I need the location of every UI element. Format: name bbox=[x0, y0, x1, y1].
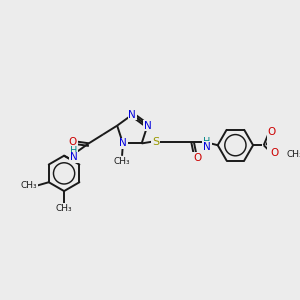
Text: H: H bbox=[203, 137, 211, 147]
Text: S: S bbox=[152, 137, 159, 147]
Text: N: N bbox=[119, 138, 127, 148]
Text: CH₃: CH₃ bbox=[286, 149, 300, 158]
Text: CH₃: CH₃ bbox=[114, 157, 130, 166]
Text: N: N bbox=[203, 142, 211, 152]
Text: CH₃: CH₃ bbox=[56, 204, 72, 213]
Text: O: O bbox=[69, 137, 77, 147]
Text: N: N bbox=[70, 152, 78, 163]
Text: O: O bbox=[270, 148, 278, 158]
Text: H: H bbox=[70, 146, 77, 156]
Text: N: N bbox=[128, 110, 136, 120]
Text: N: N bbox=[144, 121, 151, 130]
Text: O: O bbox=[193, 153, 202, 163]
Text: O: O bbox=[268, 127, 276, 137]
Text: CH₃: CH₃ bbox=[21, 181, 38, 190]
